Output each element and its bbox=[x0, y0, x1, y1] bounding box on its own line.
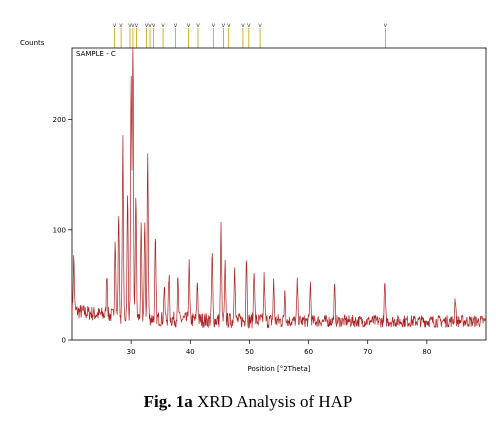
x-tick-label: 50 bbox=[245, 348, 254, 356]
reference-peak-marker-glyph: v bbox=[128, 22, 132, 29]
reference-peak-marker-glyph: v bbox=[174, 22, 178, 29]
figure-title: XRD Analysis of HAP bbox=[192, 392, 353, 411]
panel-label: SAMPLE - C bbox=[76, 50, 116, 58]
y-axis-label: Counts bbox=[20, 39, 45, 47]
x-tick-label: 30 bbox=[127, 348, 136, 356]
reference-peak-marker-glyph: v bbox=[145, 22, 149, 29]
reference-peak-marker-glyph: v bbox=[258, 22, 262, 29]
x-tick-label: 40 bbox=[186, 348, 195, 356]
reference-peak-marker-glyph: v bbox=[212, 22, 216, 29]
x-tick-label: 60 bbox=[304, 348, 313, 356]
reference-peak-marker-glyph: v bbox=[187, 22, 191, 29]
reference-peak-marker-glyph: v bbox=[148, 22, 152, 29]
y-tick-label: 0 bbox=[62, 337, 66, 345]
reference-peak-marker-glyph: v bbox=[131, 22, 135, 29]
reference-peak-marker-glyph: v bbox=[241, 22, 245, 29]
reference-peak-marker-glyph: v bbox=[113, 22, 117, 29]
reference-peak-marker-glyph: v bbox=[196, 22, 200, 29]
y-tick-label: 100 bbox=[53, 226, 66, 234]
reference-peak-marker-glyph: v bbox=[247, 22, 251, 29]
x-tick-label: 70 bbox=[363, 348, 372, 356]
x-axis-label: Position [°2Theta] bbox=[248, 365, 311, 373]
reference-peak-marker-glyph: v bbox=[384, 22, 388, 29]
reference-peak-marker-glyph: v bbox=[119, 22, 123, 29]
figure-number: Fig. 1a bbox=[143, 392, 193, 411]
x-axis-ticks: 30 40 50 60 70 80 bbox=[127, 340, 431, 356]
y-tick-label: 200 bbox=[53, 116, 66, 124]
reference-peak-marker-glyph: v bbox=[152, 22, 156, 29]
figure-caption: Fig. 1a XRD Analysis of HAP bbox=[0, 392, 496, 412]
x-tick-label: 80 bbox=[422, 348, 431, 356]
reference-peak-marker-glyph: v bbox=[161, 22, 165, 29]
reference-peak-marker-glyph: v bbox=[222, 22, 226, 29]
series-line bbox=[71, 47, 487, 329]
y-axis-ticks: 0 100 200 bbox=[53, 116, 72, 345]
reference-peak-marker-glyph: v bbox=[135, 22, 139, 29]
plot-frame bbox=[71, 47, 487, 341]
reference-peak-marker-glyph: v bbox=[227, 22, 231, 29]
